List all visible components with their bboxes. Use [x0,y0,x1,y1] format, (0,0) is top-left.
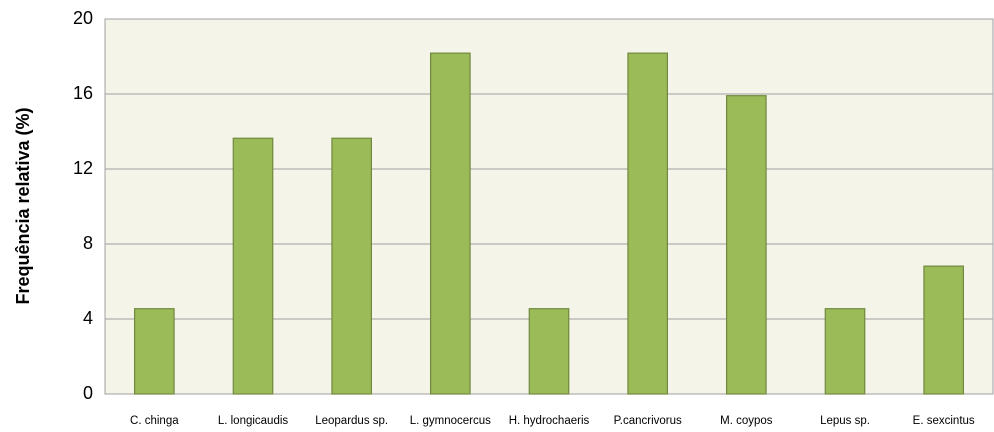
bar [627,52,669,395]
bar [134,308,175,395]
x-tick-label: H. hydrochaeris [509,415,590,427]
x-tick-label: P.cancrivorus [614,415,682,427]
x-tick-label: L. gymnocercus [410,415,491,427]
y-axis-label: Frequência relativa (%) [13,107,33,304]
x-tick-label: Leopardus sp. [315,415,388,427]
bar [331,137,372,395]
x-tick-label: C. chinga [130,415,179,427]
bar [430,52,471,395]
y-tick-label: 0 [83,383,93,403]
y-tick-label: 8 [83,233,93,253]
y-tick-label: 4 [83,308,93,328]
bar [528,308,570,395]
bar [725,95,767,395]
x-tick-label: E. sexcintus [913,415,975,427]
x-tick-label: L. longicaudis [218,415,289,427]
bar [923,265,965,395]
bar [232,137,274,395]
y-tick-label: 12 [73,158,93,178]
y-tick-label: 20 [73,8,93,28]
x-tick-label: Lepus sp. [820,415,870,427]
bar [824,308,866,395]
y-tick-label: 16 [73,83,93,103]
x-tick-label: M. coypos [720,415,773,427]
